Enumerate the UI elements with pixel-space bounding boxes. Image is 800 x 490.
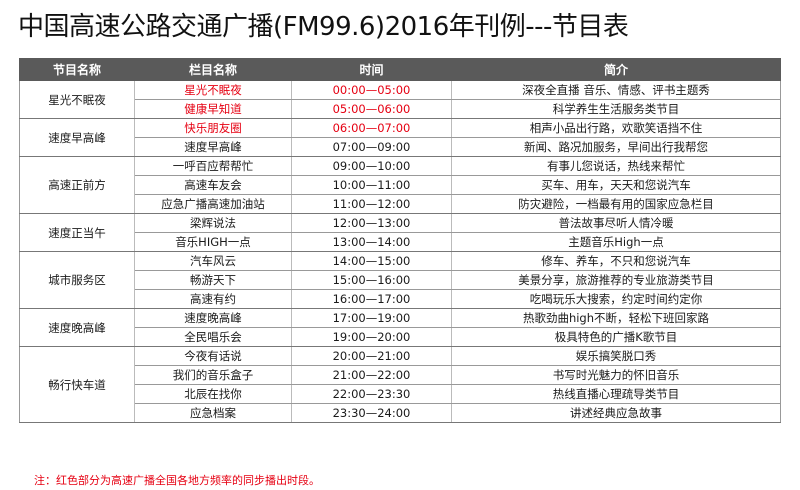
description-cell: 极具特色的广播K歌节目 — [451, 327, 781, 347]
column-name-cell: 一呼百应帮帮忙 — [134, 156, 292, 176]
time-cell: 10:00—11:00 — [291, 175, 452, 195]
table-row: 畅行快车道 今夜有话说 20:00—21:00 娱乐搞笑脱口秀 — [19, 346, 781, 423]
column-name-cell: 高速车友会 — [134, 175, 292, 195]
program-name-cell: 高速正前方 — [19, 156, 135, 214]
column-name-cell: 全民唱乐会 — [134, 327, 292, 347]
footnote: 注：红色部分为高速广播全国各地方频率的同步播出时段。 — [34, 474, 320, 487]
description-cell: 吃喝玩乐大搜索，约定时间约定你 — [451, 289, 781, 309]
description-cell: 修车、养车，不只和您说汽车 — [451, 251, 781, 271]
column-name-cell: 健康早知道 — [134, 99, 292, 119]
table-row: 音乐HIGH一点 13:00—14:00 主题音乐High一点 — [20, 232, 781, 252]
column-name-cell: 高速有约 — [134, 289, 292, 309]
description-cell: 防灾避险，一档最有用的国家应急栏目 — [451, 194, 781, 214]
description-cell: 娱乐搞笑脱口秀 — [451, 346, 781, 366]
description-cell: 讲述经典应急故事 — [451, 403, 781, 423]
time-cell: 19:00—20:00 — [291, 327, 452, 347]
description-cell: 相声小品出行路，欢歌笑语挡不住 — [451, 118, 781, 138]
table-header-row: 节目名称 栏目名称 时间 简介 — [19, 58, 781, 81]
time-cell: 20:00—21:00 — [291, 346, 452, 366]
header-column: 栏目名称 — [134, 58, 292, 81]
header-desc: 简介 — [451, 58, 781, 81]
table-row: 健康早知道 05:00—06:00 科学养生生活服务类节目 — [20, 99, 781, 119]
table-row: 速度早高峰 07:00—09:00 新闻、路况加服务，早间出行我帮您 — [20, 137, 781, 157]
description-cell: 有事儿您说话，热线来帮忙 — [451, 156, 781, 176]
column-name-cell: 我们的音乐盒子 — [134, 365, 292, 385]
table-row: 速度正当午 梁辉说法 12:00—13:00 普法故事尽听人情冷暖 — [19, 213, 781, 252]
time-cell: 14:00—15:00 — [291, 251, 452, 271]
table-row: 速度晚高峰 速度晚高峰 17:00—19:00 热歌劲曲high不断，轻松下班回家路 — [19, 308, 781, 347]
program-name-cell: 星光不眠夜 — [19, 80, 135, 119]
description-cell: 热歌劲曲high不断，轻松下班回家路 — [451, 308, 781, 328]
time-cell: 23:30—24:00 — [291, 403, 452, 423]
page-title: 中国高速公路交通广播(FM99.6)2016年刊例---节目表 — [18, 12, 629, 42]
table-row: 畅游天下 15:00—16:00 美景分享，旅游推荐的专业旅游类节目 — [20, 270, 781, 290]
column-name-cell: 应急广播高速加油站 — [134, 194, 292, 214]
table-row: 应急广播高速加油站 11:00—12:00 防灾避险，一档最有用的国家应急栏目 — [20, 194, 781, 214]
time-cell: 17:00—19:00 — [291, 308, 452, 328]
table-row: 高速正前方 一呼百应帮帮忙 09:00—10:00 有事儿您说话，热线来帮忙 — [19, 156, 781, 214]
description-cell: 深夜全直播 音乐、情感、评书主题秀 — [451, 80, 781, 100]
table-row: 高速有约 16:00—17:00 吃喝玩乐大搜索，约定时间约定你 — [20, 289, 781, 309]
time-cell: 06:00—07:00 — [291, 118, 452, 138]
description-cell: 买车、用车，天天和您说汽车 — [451, 175, 781, 195]
time-cell: 16:00—17:00 — [291, 289, 452, 309]
column-name-cell: 梁辉说法 — [134, 213, 292, 233]
program-name-cell: 速度晚高峰 — [19, 308, 135, 347]
time-cell: 00:00—05:00 — [291, 80, 452, 100]
table-row: 速度早高峰 快乐朋友圈 06:00—07:00 相声小品出行路，欢歌笑语挡不住 — [19, 118, 781, 157]
time-cell: 13:00—14:00 — [291, 232, 452, 252]
description-cell: 主题音乐High一点 — [451, 232, 781, 252]
column-name-cell: 星光不眠夜 — [134, 80, 292, 100]
table-row: 高速车友会 10:00—11:00 买车、用车，天天和您说汽车 — [20, 175, 781, 195]
description-cell: 热线直播心理疏导类节目 — [451, 384, 781, 404]
table-row: 全民唱乐会 19:00—20:00 极具特色的广播K歌节目 — [20, 327, 781, 347]
program-name-cell: 速度早高峰 — [19, 118, 135, 157]
column-name-cell: 音乐HIGH一点 — [134, 232, 292, 252]
time-cell: 05:00—06:00 — [291, 99, 452, 119]
description-cell: 新闻、路况加服务，早间出行我帮您 — [451, 137, 781, 157]
column-name-cell: 速度早高峰 — [134, 137, 292, 157]
header-time: 时间 — [291, 58, 452, 81]
column-name-cell: 快乐朋友圈 — [134, 118, 292, 138]
table-row: 城市服务区 汽车风云 14:00—15:00 修车、养车，不只和您说汽车 — [19, 251, 781, 309]
description-cell: 书写时光魅力的怀旧音乐 — [451, 365, 781, 385]
program-name-cell: 城市服务区 — [19, 251, 135, 309]
time-cell: 15:00—16:00 — [291, 270, 452, 290]
table-row: 星光不眠夜 星光不眠夜 00:00—05:00 深夜全直播 音乐、情感、评书主题秀 — [19, 80, 781, 119]
time-cell: 07:00—09:00 — [291, 137, 452, 157]
table-row: 应急档案 23:30—24:00 讲述经典应急故事 — [20, 403, 781, 423]
description-cell: 美景分享，旅游推荐的专业旅游类节目 — [451, 270, 781, 290]
time-cell: 09:00—10:00 — [291, 156, 452, 176]
column-name-cell: 畅游天下 — [134, 270, 292, 290]
time-cell: 21:00—22:00 — [291, 365, 452, 385]
time-cell: 11:00—12:00 — [291, 194, 452, 214]
table-row: 北辰在找你 22:00—23:30 热线直播心理疏导类节目 — [20, 384, 781, 404]
column-name-cell: 速度晚高峰 — [134, 308, 292, 328]
description-cell: 科学养生生活服务类节目 — [451, 99, 781, 119]
column-name-cell: 汽车风云 — [134, 251, 292, 271]
column-name-cell: 今夜有话说 — [134, 346, 292, 366]
column-name-cell: 应急档案 — [134, 403, 292, 423]
schedule-body: 星光不眠夜 星光不眠夜 00:00—05:00 深夜全直播 音乐、情感、评书主题秀 健康… — [19, 80, 781, 423]
time-cell: 12:00—13:00 — [291, 213, 452, 233]
column-name-cell: 北辰在找你 — [134, 384, 292, 404]
time-cell: 22:00—23:30 — [291, 384, 452, 404]
schedule-table: 节目名称 栏目名称 时间 简介 星光不眠夜 星光不眠夜 00:00—05:00 深夜全… — [19, 58, 781, 423]
table-row: 我们的音乐盒子 21:00—22:00 书写时光魅力的怀旧音乐 — [20, 365, 781, 385]
program-name-cell: 畅行快车道 — [19, 346, 135, 423]
program-name-cell: 速度正当午 — [19, 213, 135, 252]
description-cell: 普法故事尽听人情冷暖 — [451, 213, 781, 233]
header-program: 节目名称 — [19, 58, 135, 81]
